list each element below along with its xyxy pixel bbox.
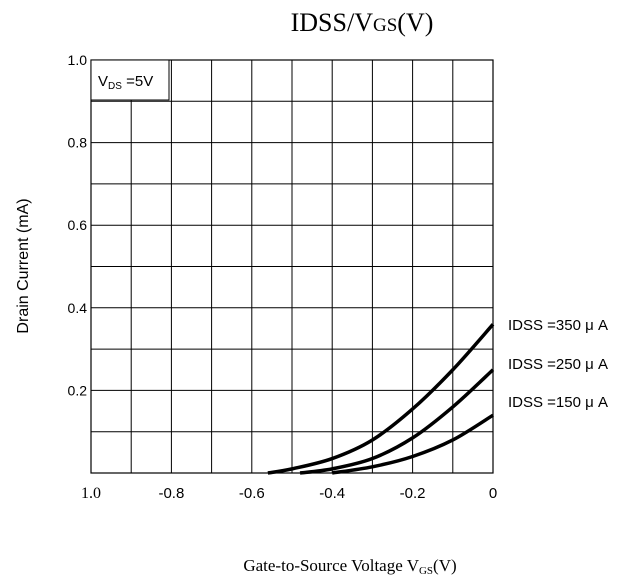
- x-tick-label: -0.8: [158, 485, 184, 502]
- x-tick-label: 0: [489, 485, 497, 502]
- plot-frame: [90, 59, 494, 474]
- y-tick-labels: 0.2 0.4 0.6 0.8 1.0: [68, 52, 88, 398]
- series-label-2: IDSS =250 μ A: [508, 356, 608, 373]
- x-tick-label: -0.4: [319, 485, 345, 502]
- annotation-sub: DS: [108, 81, 122, 92]
- y-tick-label: 0.6: [68, 217, 88, 233]
- x-axis-label-main: Gate-to-Source Voltage V: [243, 556, 419, 575]
- x-tick-label: -0.6: [239, 485, 265, 502]
- series-line-3: [331, 413, 494, 475]
- series-label-3: IDSS =150 μ A: [508, 394, 608, 411]
- annotation-box: [90, 59, 170, 101]
- grid: [91, 60, 493, 473]
- x-tick-labels: 1.0 -0.8 -0.6 -0.4 -0.2 0: [81, 485, 497, 502]
- title-part-main: IDSS/V: [291, 8, 374, 37]
- series-line-1: [267, 323, 495, 475]
- y-tick-label: 0.8: [68, 135, 88, 151]
- x-axis-label: Gate-to-Source Voltage VGS(V): [243, 556, 456, 577]
- series-labels: IDSS =350 μ A IDSS =250 μ A IDSS =150 μ A: [508, 317, 608, 411]
- series-lines: [267, 323, 495, 475]
- annotation-v: V: [98, 73, 108, 90]
- series-line-2: [299, 368, 495, 475]
- x-tick-label: -0.2: [400, 485, 426, 502]
- y-tick-label: 1.0: [68, 52, 88, 68]
- x-axis-label-suffix: (V): [433, 556, 457, 575]
- annotation-rest: =5V: [122, 73, 153, 90]
- y-axis-label: Drain Current (mA): [15, 198, 32, 333]
- y-tick-label: 0.4: [68, 300, 88, 316]
- x-axis-label-sub: GS: [419, 565, 433, 577]
- chart-title: IDSS/VGS(V): [291, 8, 434, 37]
- y-tick-label: 0.2: [68, 382, 88, 398]
- annotation-vds: VDS =5V: [98, 73, 153, 92]
- x-tick-label: 1.0: [81, 485, 101, 502]
- series-label-1: IDSS =350 μ A: [508, 317, 608, 334]
- title-part-unit: (V): [397, 8, 433, 37]
- title-part-gs: GS: [373, 15, 397, 36]
